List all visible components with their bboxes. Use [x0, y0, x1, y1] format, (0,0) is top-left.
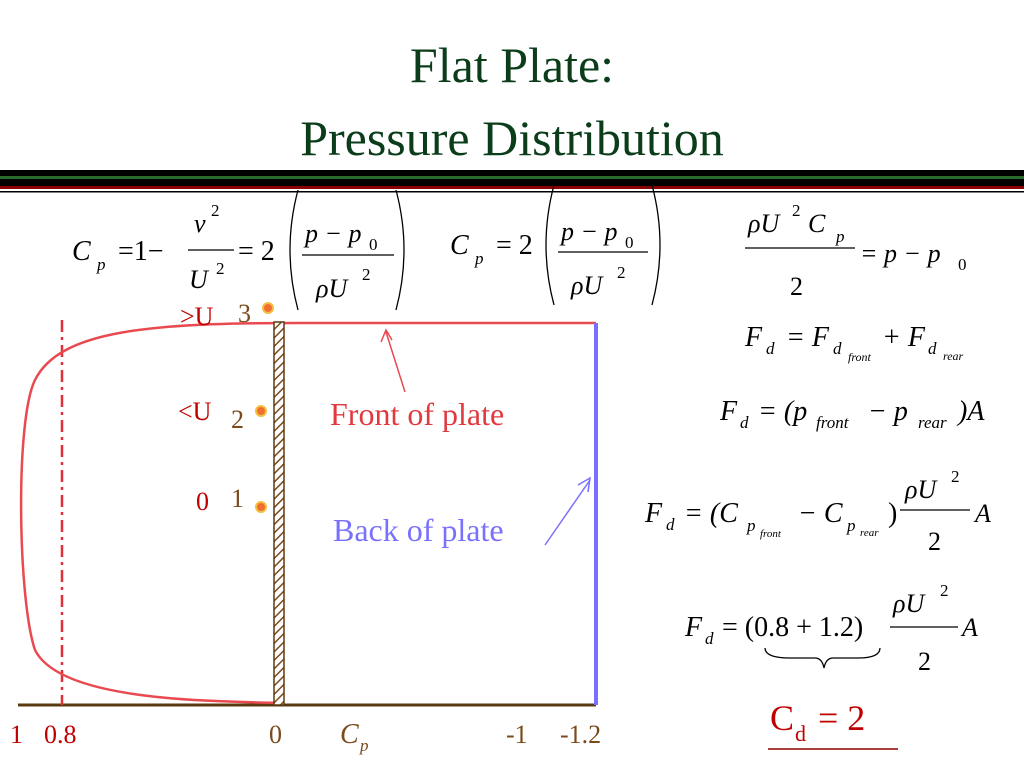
equation-term: d — [740, 413, 749, 432]
equation-term: = (p — [758, 396, 807, 427]
plate — [273, 321, 285, 706]
equation-term: d — [928, 339, 937, 358]
point-label: 2 — [231, 405, 244, 434]
equation-term: 2 — [216, 259, 225, 278]
equation-term: 0 — [625, 233, 634, 252]
equation-term: p — [746, 516, 756, 535]
front-pressure-curve — [19, 321, 596, 705]
equation-term: ρU — [315, 274, 349, 303]
header-line — [0, 186, 1024, 189]
equation-term: 2 — [940, 581, 949, 600]
equation-term: front — [760, 528, 782, 540]
equation-term: p — [96, 255, 106, 274]
equation-term: p — [846, 516, 856, 535]
equation-term: d — [833, 339, 842, 358]
point-label: <U — [178, 397, 212, 426]
point — [255, 501, 267, 513]
equation-term: 2 — [951, 467, 960, 486]
paren — [289, 189, 299, 311]
equation-term: ρU — [904, 475, 938, 504]
equation-term: C — [808, 209, 826, 238]
equation-term: d — [766, 339, 775, 358]
equation-term: v — [194, 209, 206, 238]
equation-term: U — [189, 265, 210, 294]
equation-term: rear — [943, 349, 964, 363]
paren — [395, 189, 405, 311]
equation-term: F — [719, 396, 738, 427]
equation-term: − C — [798, 498, 843, 529]
axis-label: C — [340, 719, 359, 750]
equation-term: F — [744, 322, 763, 353]
equation-term: C — [72, 236, 91, 267]
header-stripe — [0, 176, 1024, 179]
equation-term: A — [973, 499, 991, 528]
equation-term: =1− — [118, 236, 164, 267]
equation-term: 2 — [928, 527, 941, 556]
axis-label: -1.2 — [560, 720, 601, 749]
equation-term: ρU — [570, 271, 604, 300]
equation-term: = 2 — [496, 230, 533, 261]
title: Flat Plate: — [410, 37, 614, 93]
equation-term: − p — [868, 396, 908, 427]
equation-term: 2 — [918, 647, 931, 676]
axis-label: 0 — [269, 720, 282, 749]
equation-term: ) — [888, 498, 897, 529]
equation-term: = (C — [684, 498, 738, 529]
equation-term: rear — [860, 527, 879, 539]
axis-label: 1 — [10, 720, 23, 749]
equation-term: A — [960, 613, 978, 642]
equation-term: 0 — [958, 255, 967, 274]
equation-term: p — [474, 249, 484, 268]
equation-term: )A — [956, 396, 985, 427]
brace — [764, 647, 881, 669]
point-label: 3 — [238, 299, 251, 328]
equation-term: + F — [882, 322, 926, 353]
equation-term: p — [835, 227, 845, 246]
point-label: 0 — [196, 487, 209, 516]
point-label: 1 — [231, 484, 244, 513]
equation-term: rear — [918, 413, 947, 432]
paren — [545, 184, 555, 306]
point-label: >U — [180, 302, 214, 331]
point — [262, 302, 274, 314]
equation-term: 2 — [792, 201, 801, 220]
parentheses — [188, 184, 970, 669]
axis-label: p — [359, 736, 369, 755]
equation-term: = 2 — [238, 236, 275, 267]
equation-term: ρU — [892, 589, 926, 618]
equation-term: C — [450, 230, 469, 261]
equation-term: = (0.8 + 1.2) — [722, 612, 863, 643]
title: Pressure Distribution — [300, 110, 724, 166]
equation-term: front — [816, 413, 850, 432]
arrow — [544, 476, 591, 546]
axis-label: -1 — [506, 720, 528, 749]
equation-term: = F — [786, 322, 830, 353]
equation-term: d — [666, 515, 675, 534]
equation-term: = p − p — [860, 239, 941, 268]
header-thin-line — [0, 191, 1024, 193]
equation-term: p − p — [303, 219, 362, 248]
equation-term: 2 — [211, 201, 220, 220]
axis-label: 0.8 — [44, 720, 77, 749]
equation-term: front — [848, 350, 872, 364]
result: C — [770, 698, 794, 738]
result: = 2 — [818, 698, 865, 738]
equation-term: F — [644, 498, 663, 529]
result: d — [795, 721, 806, 746]
equation-term: d — [705, 629, 714, 648]
diagram — [18, 302, 598, 707]
equation-term: 2 — [790, 272, 803, 301]
front-label: Front of plate — [330, 396, 504, 432]
point — [255, 405, 267, 417]
equation-term: p − p — [559, 217, 618, 246]
equation-term: 2 — [617, 263, 626, 282]
back-label: Back of plate — [333, 512, 504, 548]
paren — [651, 184, 661, 306]
equation-term: 0 — [369, 235, 378, 254]
equation-term: 2 — [362, 265, 371, 284]
equation-term: F — [684, 612, 703, 643]
arrow — [380, 328, 406, 393]
equation-term: ρU — [747, 209, 781, 238]
